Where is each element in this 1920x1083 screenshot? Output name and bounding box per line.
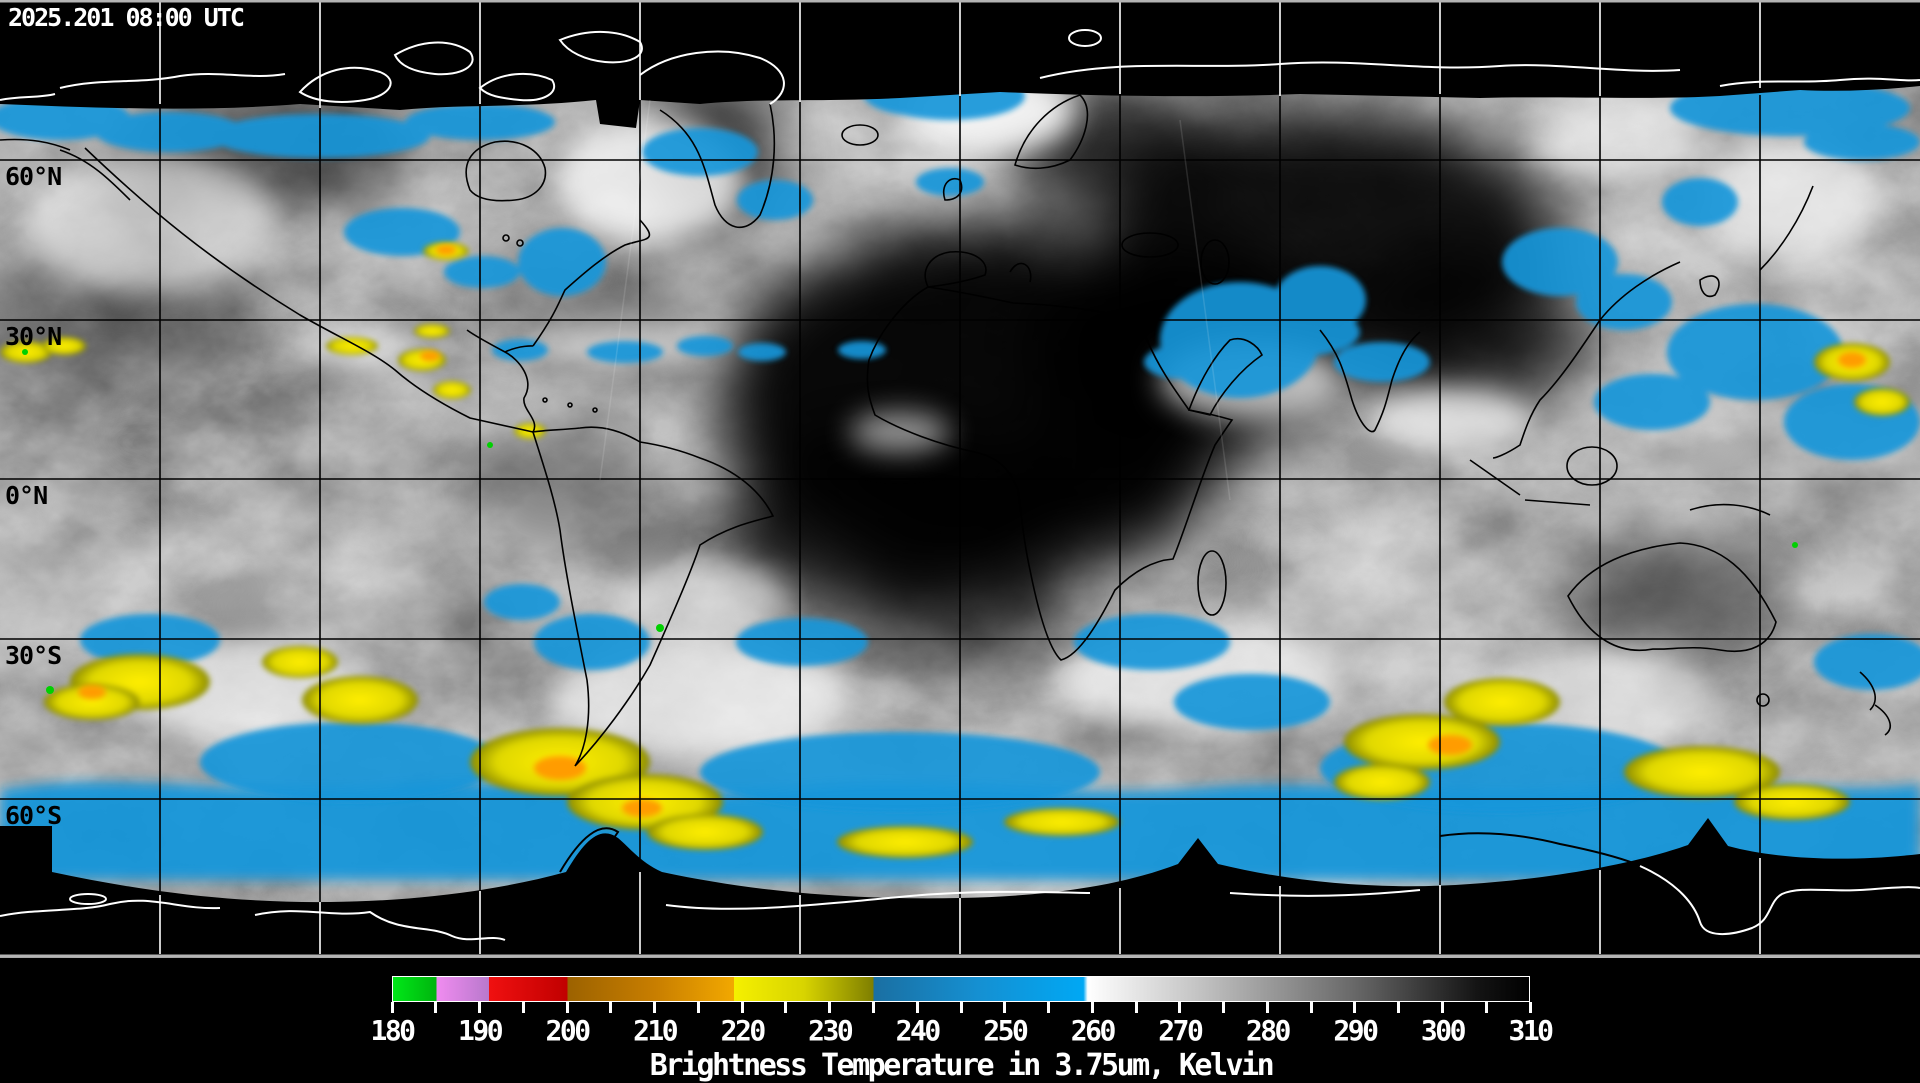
latitude-label-1: 30°N — [5, 322, 62, 351]
latitude-label-4: 60°S — [5, 801, 62, 830]
antarctic-coastlines-over-imagery — [559, 827, 1637, 875]
colorbar-label-200: 200 — [545, 1014, 592, 1047]
colorbar-tick-220 — [740, 1002, 744, 1013]
colorbar-tick-215 — [696, 1002, 700, 1013]
colorbar-tick-280 — [1265, 1002, 1269, 1013]
colorbar-tick-200 — [565, 1002, 569, 1013]
colorbar-tick-190 — [478, 1002, 482, 1013]
colorbar-tick-245 — [959, 1002, 963, 1013]
colorbar-label-210: 210 — [633, 1014, 679, 1047]
colorbar-label-220: 220 — [720, 1014, 767, 1047]
colorbar-title: Brightness Temperature in 3.75um, Kelvin — [649, 1048, 1275, 1083]
antarctic-coastlines — [0, 865, 1920, 941]
colorbar-label-260: 260 — [1070, 1014, 1117, 1047]
map-frame-bottom — [0, 954, 1920, 958]
colorbar-label-290: 290 — [1333, 1014, 1379, 1047]
longitude-gridlines — [159, 95, 1761, 902]
colorbar-tick-285 — [1309, 1002, 1313, 1013]
gridlines-over-void — [159, 2, 1761, 954]
colorbar-label-300: 300 — [1420, 1014, 1467, 1047]
colorbar-tick-205 — [609, 1002, 613, 1013]
colorbar-tick-240 — [915, 1002, 919, 1013]
colorbar-label-250: 250 — [983, 1014, 1029, 1047]
colorbar-tick-265 — [1134, 1002, 1138, 1013]
colorbar-label-180: 180 — [370, 1014, 416, 1047]
colorbar-tick-270 — [1178, 1002, 1182, 1013]
latitude-label-3: 30°S — [5, 641, 62, 670]
colorbar-tick-230 — [828, 1002, 832, 1013]
colorbar-tick-290 — [1353, 1002, 1357, 1013]
coldest-specks-green — [22, 349, 1798, 694]
colorbar-tick-250 — [1003, 1002, 1007, 1013]
colorbar-tick-255 — [1047, 1002, 1051, 1013]
latitude-label-2: 0°N — [5, 481, 48, 510]
colorbar-tick-300 — [1440, 1002, 1444, 1013]
colorbar-tick-210 — [653, 1002, 657, 1013]
colorbar-label-280: 280 — [1245, 1014, 1292, 1047]
colorbar-tick-275 — [1222, 1002, 1226, 1013]
colorbar-tick-305 — [1484, 1002, 1488, 1013]
colorbar-tick-295 — [1397, 1002, 1401, 1013]
colorbar-label-240: 240 — [895, 1014, 942, 1047]
map-frame-top — [0, 0, 1920, 3]
colorbar-tick-180 — [390, 1002, 394, 1013]
colorbar-tick-235 — [871, 1002, 875, 1013]
colorbar-tick-195 — [521, 1002, 525, 1013]
colorbar-label-310: 310 — [1508, 1014, 1554, 1047]
colorbar-tick-310 — [1528, 1002, 1532, 1013]
timestamp-label: 2025.201 08:00 UTC — [8, 3, 245, 32]
world-map: 2025.201 08:00 UTC 60°N 30°N 0°N 30°S 60°S — [0, 0, 1920, 958]
satellite-map-art — [0, 0, 1920, 958]
colorbar-tick-225 — [784, 1002, 788, 1013]
colorbar-label-190: 190 — [457, 1014, 504, 1047]
scan-edge-seams — [599, 99, 1231, 501]
colorbar-label-230: 230 — [808, 1014, 854, 1047]
colorbar-label-270: 270 — [1158, 1014, 1204, 1047]
extreme-cold-cores-orange — [78, 245, 1866, 817]
colorbar-tick-185 — [434, 1002, 438, 1013]
colorbar-tick-260 — [1090, 1002, 1094, 1013]
arctic-coastlines — [0, 29, 1920, 105]
colorbar-gradient — [392, 976, 1530, 1002]
colorbar: 180 190 200 210 220 230 240 250 260 270 280 290 300 3… — [370, 976, 1554, 1083]
latitude-label-0: 60°N — [5, 162, 62, 191]
